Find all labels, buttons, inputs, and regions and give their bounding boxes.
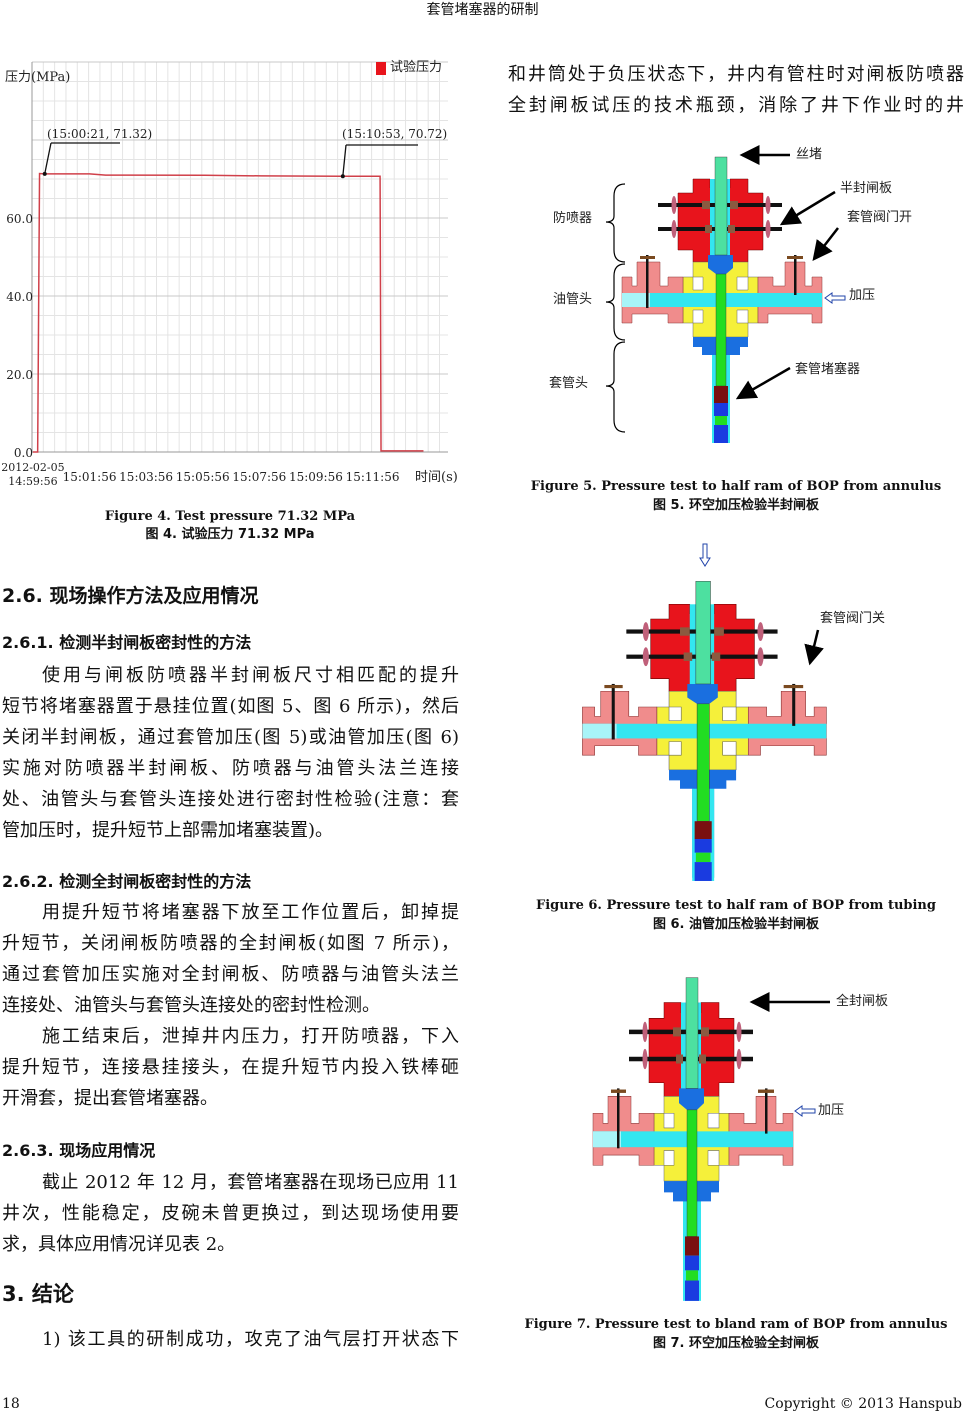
x-tick-label: 14:59:56 (8, 475, 57, 488)
section-heading: 2.6. 现场操作方法及应用情况 (2, 585, 259, 607)
legend-label: 试验压力 (390, 60, 443, 75)
label-casing-valve-open: 套管阀门开 (847, 210, 913, 225)
body-line: 短节将堵塞器置于悬挂位置(如图 5、图 6 所示)，然后 (2, 696, 459, 717)
body-line: 用提升短节将堵塞器下放至工作位置后，卸掉提 (42, 902, 459, 923)
x-tick-label: 15:07:56 (232, 470, 286, 484)
subsection-heading: 2.6.1. 检测半封闸板密封性的方法 (2, 633, 252, 652)
annotation-label: (15:00:21, 71.32) (47, 127, 152, 141)
label-casing-plugger: 套管堵塞器 (795, 362, 861, 377)
label-tubing-head: 油管头 (553, 292, 593, 307)
subsection-heading: 2.6.3. 现场应用情况 (2, 1141, 156, 1160)
series-line (32, 172, 424, 453)
x-tick-label: 15:05:56 (176, 470, 230, 484)
y-axis-label: 压力(MPa) (5, 70, 71, 85)
body-line: 和井筒处于负压状态下，井内有管柱时对闸板防喷器 (508, 64, 964, 85)
y-tick-label: 60.0 (6, 212, 33, 226)
x-tick-label: 2012-02-05 (1, 461, 64, 474)
body-line: 施工结束后，泄掉井内压力，打开防喷器，下入 (42, 1026, 459, 1047)
figure-7-caption-en: Figure 7. Pressure test to bland ram of … (524, 1317, 948, 1332)
body-line: 处、油管头与套管头连接处进行密封性检验(注意：套 (2, 789, 459, 810)
body-line: 井次，性能稳定，皮碗未曾更换过，到达现场使用要 (2, 1203, 459, 1224)
annotation-leader (44, 142, 52, 174)
y-tick-label: 20.0 (6, 368, 33, 382)
figure-7-caption-zh: 图 7. 环空加压检验全封闸板 (652, 1336, 820, 1351)
x-axis-label: 时间(s) (415, 470, 458, 485)
subsection-heading: 2.6.2. 检测全封闸板密封性的方法 (2, 872, 252, 891)
figure-5-caption-en: Figure 5. Pressure test to half ram of B… (530, 479, 942, 494)
section-heading: 3. 结论 (2, 1282, 74, 1306)
body-line: 全封闸板试压的技术瓶颈，消除了井下作业时的井 (508, 95, 964, 116)
x-tick-label: 15:03:56 (119, 470, 173, 484)
wellhead-diagram-fig5 (620, 152, 825, 444)
figure-5-caption-zh: 图 5. 环空加压检验半封闸板 (652, 498, 820, 513)
label-half-ram: 半封闸板 (840, 181, 893, 196)
figure-4: 0.0 20.0 40.0 60.0 2012-02-05 14:59:56 15:01:5… (0, 50, 470, 495)
x-tick-label: 15:09:56 (289, 470, 343, 484)
page-number: 18 (2, 1396, 20, 1412)
legend-swatch (376, 62, 386, 75)
x-tick-label: 15:11:56 (346, 470, 400, 484)
running-title: 套管堵塞器的研制 (426, 2, 539, 18)
body-line: 截止 2012 年 12 月，套管堵塞器在现场已应用 11 (42, 1172, 459, 1193)
label-casing-head: 套管头 (549, 376, 589, 391)
body-line: 提升短节，连接悬挂接头，在提升短节内投入铁棒砸 (2, 1057, 459, 1078)
y-tick-label: 0.0 (14, 446, 33, 460)
label-pressurize: 加压 (818, 1103, 845, 1118)
x-tick-label: 15:01:56 (63, 470, 117, 484)
body-line: 升短节，关闭闸板防喷器的全封闸板(如图 7 所示)， (2, 933, 459, 954)
label-plug: 丝堵 (796, 147, 823, 162)
wellhead-diagram-fig6 (581, 580, 827, 882)
label-casing-valve-closed: 套管阀门关 (820, 611, 886, 626)
figure-6-caption-en: Figure 6. Pressure test to half ram of B… (536, 898, 936, 913)
copyright: Copyright © 2013 Hanspub (764, 1396, 962, 1412)
body-line: 关闭半封闸板，通过套管加压(图 5)或油管加压(图 6) (2, 727, 459, 748)
body-line: 通过套管加压实施对全封闸板、防喷器与油管头法兰 (2, 964, 459, 985)
body-line: 管加压时，提升短节上部需加堵塞装置)。 (2, 820, 334, 841)
body-line: 连接处、油管头与套管头连接处的密封性检测。 (2, 995, 380, 1016)
label-pressurize: 加压 (849, 288, 876, 303)
y-tick-label: 40.0 (6, 290, 33, 304)
annotation-leader (342, 144, 347, 177)
label-bop: 防喷器 (553, 211, 593, 226)
annotation-label: (15:10:53, 70.72) (342, 127, 447, 141)
wellhead-diagram-fig7 (592, 977, 794, 1302)
figure-6-caption-zh: 图 6. 油管加压检验半封闸板 (652, 917, 820, 932)
body-line: 求，具体应用情况详见表 2。 (2, 1234, 236, 1255)
body-line: 实施对防喷器半封闸板、防喷器与油管头法兰连接 (2, 758, 459, 779)
body-line: 开滑套，提出套管堵塞器。 (2, 1088, 218, 1109)
figure-4-caption-en: Figure 4. Test pressure 71.32 MPa (104, 509, 356, 524)
body-line: 使用与闸板防喷器半封闸板尺寸相匹配的提升 (42, 665, 459, 686)
figure-4-caption-zh: 图 4. 试验压力 71.32 MPa (145, 527, 315, 542)
body-line: 1) 该工具的研制成功，攻克了油气层打开状态下 (42, 1329, 459, 1350)
label-blind-ram: 全封闸板 (836, 994, 889, 1009)
